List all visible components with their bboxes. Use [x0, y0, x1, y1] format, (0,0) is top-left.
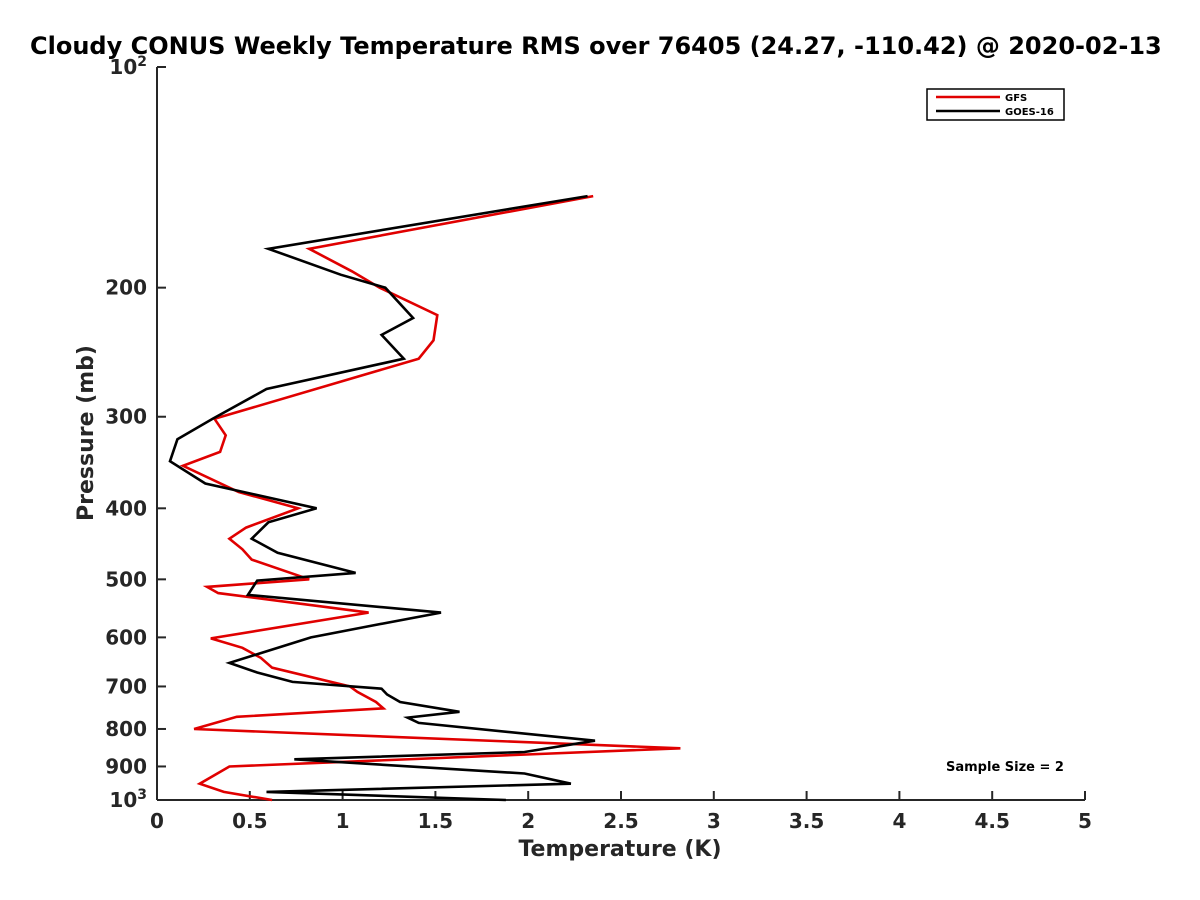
axes: 0 0.5 1 1.5 2 2.5 3 3.5 4 4.5 5 102 200 300 400 500 600 7…	[105, 54, 1092, 833]
y-tick-label: 600	[105, 625, 147, 649]
y-tick-label: 200	[105, 276, 147, 300]
x-tick-label: 1	[336, 809, 350, 833]
x-tick-label: 5	[1078, 809, 1092, 833]
y-tick-label: 400	[105, 496, 147, 520]
chart-title: Cloudy CONUS Weekly Temperature RMS over…	[30, 32, 1162, 60]
y-axis-label: Pressure (mb)	[74, 345, 99, 521]
sample-size-annotation: Sample Size = 2	[946, 760, 1064, 775]
y-tick-label: 300	[105, 405, 147, 429]
legend-box	[926, 88, 1065, 121]
y-tick-label: 700	[105, 674, 147, 698]
legend-label-gfs: GFS	[1005, 93, 1027, 104]
series-line-goes16	[168, 194, 596, 802]
x-axis-label: Temperature (K)	[518, 837, 721, 862]
x-tick-label: 4	[892, 809, 906, 833]
legend: GFS GOES-16	[926, 88, 1065, 121]
y-tick-label: 102	[109, 54, 147, 79]
x-tick-label: 0.5	[232, 809, 267, 833]
x-tick-label: 2	[521, 809, 535, 833]
x-tick-label: 3	[707, 809, 721, 833]
x-tick-label: 0	[150, 809, 164, 833]
x-tick-label: 2.5	[603, 809, 638, 833]
x-tick-label: 4.5	[974, 809, 1009, 833]
x-tick-label: 1.5	[418, 809, 453, 833]
series-layer	[168, 194, 681, 802]
y-tick-label: 103	[109, 787, 147, 812]
y-tick-label: 800	[105, 717, 147, 741]
y-tick-label: 500	[105, 567, 147, 591]
x-tick-label: 3.5	[789, 809, 824, 833]
y-tick-label: 900	[105, 754, 147, 778]
series-line-gfs	[179, 194, 681, 802]
legend-label-goes16: GOES-16	[1005, 107, 1054, 118]
